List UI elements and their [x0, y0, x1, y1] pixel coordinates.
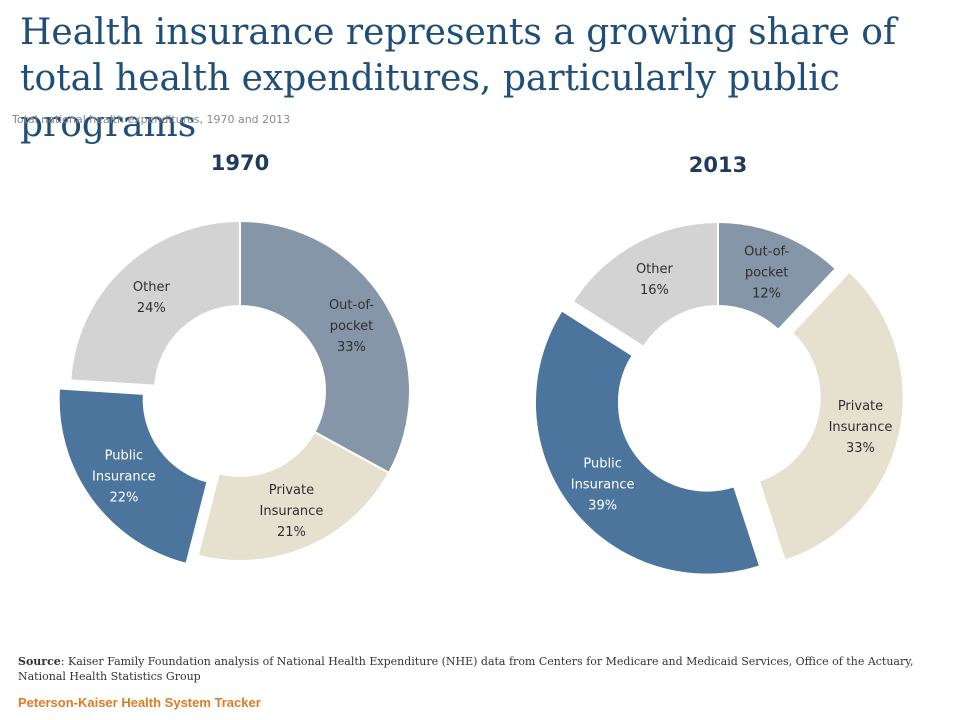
slice-label-other: Other 24%	[133, 280, 171, 316]
chart-1970-title: 1970	[211, 151, 269, 175]
slice-label-public-insurance: Public Insurance 22%	[92, 448, 156, 505]
source-label: Source	[18, 655, 61, 668]
slice-other	[69, 219, 241, 387]
slice-out-of-pocket	[717, 220, 838, 332]
slice-label-out-of-pocket: Out-of-pocket 33%	[329, 298, 374, 355]
slice-public-insurance	[57, 387, 209, 566]
chart-2013-title: 2013	[689, 153, 747, 177]
slice-out-of-pocket	[239, 219, 411, 475]
slice-private-insurance	[196, 430, 391, 562]
slice-other	[571, 220, 719, 349]
footer-brand: Peterson-Kaiser Health System Tracker	[18, 695, 261, 710]
chart-title: Health insurance represents a growing sh…	[20, 12, 897, 145]
slice-label-private-insurance: Private Insurance 33%	[829, 399, 893, 456]
source-note: Source: Kaiser Family Foundation analysi…	[18, 654, 938, 684]
slice-label-public-insurance: Public Insurance 39%	[571, 456, 635, 513]
chart-subtitle: Total national health expenditures, 1970…	[12, 113, 291, 126]
slice-label-other: Other 16%	[636, 262, 674, 298]
slice-public-insurance	[533, 309, 762, 576]
slice-label-out-of-pocket: Out-of-pocket 12%	[744, 244, 789, 301]
source-text: : Kaiser Family Foundation analysis of N…	[18, 655, 914, 683]
slice-label-private-insurance: Private Insurance 21%	[260, 483, 324, 540]
slice-private-insurance	[757, 270, 905, 562]
donut-2013: Out-of-pocket 12% Private Insurance 33% Publi…	[533, 220, 905, 576]
donut-1970: Out-of-pocket 33% Private Insurance 21% Publi…	[57, 219, 411, 566]
